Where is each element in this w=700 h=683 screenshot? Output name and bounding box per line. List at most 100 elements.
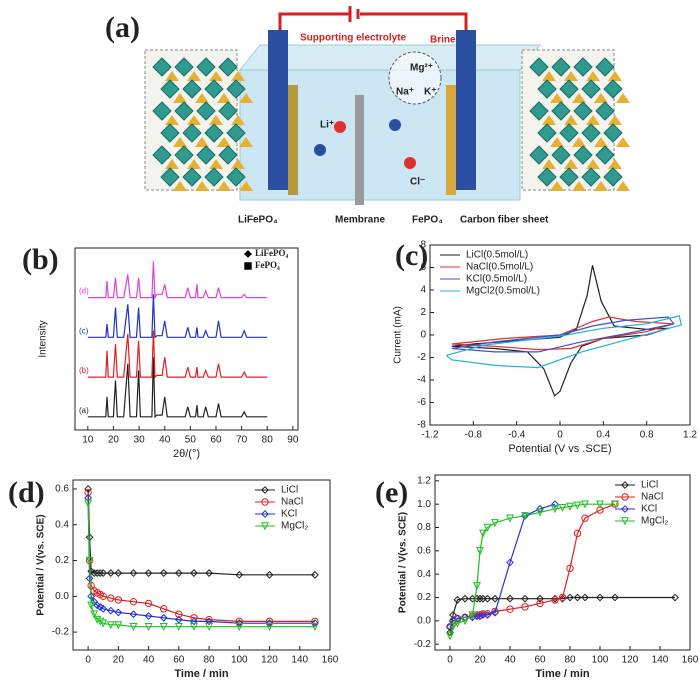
x-axis-label: Time / min xyxy=(174,668,228,680)
marker xyxy=(265,570,274,579)
octahedron xyxy=(226,123,246,143)
x-tick-label: 120 xyxy=(261,655,278,666)
tetrahedron xyxy=(165,115,179,125)
marker xyxy=(610,500,620,509)
octahedron xyxy=(196,57,216,77)
marker xyxy=(473,612,481,621)
series-line xyxy=(87,503,315,628)
marker xyxy=(84,488,92,497)
x-tick-label: 60 xyxy=(173,655,185,666)
marker xyxy=(96,569,105,577)
legend-label: LiCl xyxy=(641,480,658,491)
x-tick-label: 60 xyxy=(210,435,222,446)
panel-label: (b) xyxy=(22,243,59,276)
octahedron xyxy=(218,145,238,165)
marker xyxy=(106,569,115,577)
label: Supporting electrolyte xyxy=(300,33,407,44)
marker xyxy=(159,613,168,622)
tetrahedron xyxy=(564,115,578,125)
panel-label: (a) xyxy=(105,11,140,44)
tetrahedron xyxy=(187,71,201,81)
marker xyxy=(506,605,514,613)
tetrahedron xyxy=(195,93,209,103)
octahedron xyxy=(196,101,216,121)
tetrahedron xyxy=(195,181,209,191)
series-line xyxy=(449,503,616,627)
y-tick-label: 8 xyxy=(420,240,426,251)
marker xyxy=(114,608,123,617)
tetrahedron xyxy=(608,159,622,169)
x-tick-label: 1.2 xyxy=(683,430,697,441)
x-tick-label: 30 xyxy=(134,435,146,446)
legend-label: MgCl₂ xyxy=(641,516,668,527)
x-tick-label: 20 xyxy=(474,655,486,666)
tetrahedron xyxy=(209,115,223,125)
y-axis-label: Potential / V(vs. SCE) xyxy=(36,514,47,615)
tetrahedron xyxy=(165,71,179,81)
tetrahedron xyxy=(542,71,556,81)
octahedron xyxy=(226,79,246,99)
octahedron xyxy=(573,57,593,77)
octahedron xyxy=(595,145,615,165)
marker xyxy=(596,593,604,602)
electrode xyxy=(456,30,476,190)
marker xyxy=(174,569,183,577)
tetrahedron xyxy=(608,115,622,125)
marker xyxy=(550,505,560,514)
marker xyxy=(85,574,94,583)
tetrahedron xyxy=(550,93,564,103)
marker xyxy=(558,593,567,602)
membrane xyxy=(355,95,364,205)
marker xyxy=(573,529,582,538)
x-tick-label: 50 xyxy=(185,435,197,446)
label: Carbon fiber sheet xyxy=(460,215,549,226)
y-tick-label: 0.2 xyxy=(417,592,431,603)
octahedron xyxy=(160,123,180,143)
marker xyxy=(144,612,153,620)
octahedron xyxy=(204,167,224,187)
octahedron xyxy=(152,101,172,121)
x-tick-label: 40 xyxy=(159,435,171,446)
octahedron xyxy=(559,79,579,99)
x-tick-label: 80 xyxy=(203,655,215,666)
marker xyxy=(235,570,244,579)
marker xyxy=(265,623,274,632)
curve-label: (c) xyxy=(79,326,89,335)
octahedron xyxy=(529,57,549,77)
ion xyxy=(334,121,346,133)
marker xyxy=(99,569,108,577)
marker xyxy=(205,617,213,626)
y-tick-label: -0.2 xyxy=(414,639,432,650)
label: Membrane xyxy=(335,215,385,226)
octahedron xyxy=(581,79,601,99)
octahedron xyxy=(529,101,549,121)
octahedron xyxy=(218,101,238,121)
marker xyxy=(235,617,243,626)
y-tick-label: 2 xyxy=(420,307,426,318)
marker xyxy=(190,569,198,577)
marker xyxy=(573,501,582,510)
marker xyxy=(491,607,499,616)
marker xyxy=(566,564,574,573)
ion-label: Li⁺ xyxy=(320,120,334,131)
x-tick-label: 100 xyxy=(231,655,248,666)
marker xyxy=(99,592,107,601)
y-tick-label: -8 xyxy=(417,420,426,431)
x-tick-label: 90 xyxy=(287,435,299,446)
marker xyxy=(261,486,269,494)
tetrahedron xyxy=(187,115,201,125)
series-line xyxy=(87,492,315,622)
tetrahedron xyxy=(572,93,586,103)
marker xyxy=(565,502,575,511)
tetrahedron xyxy=(616,93,630,103)
y-tick-label: -0.2 xyxy=(52,627,70,638)
y-tick-label: -2 xyxy=(417,352,426,363)
tetrahedron xyxy=(594,137,608,147)
label: LiFePO₄ xyxy=(238,215,278,226)
x-tick-label: 80 xyxy=(564,655,576,666)
series-line xyxy=(451,316,675,353)
marker xyxy=(595,500,605,509)
x-tick-label: 20 xyxy=(113,655,125,666)
octahedron xyxy=(152,145,172,165)
marker xyxy=(144,569,153,577)
